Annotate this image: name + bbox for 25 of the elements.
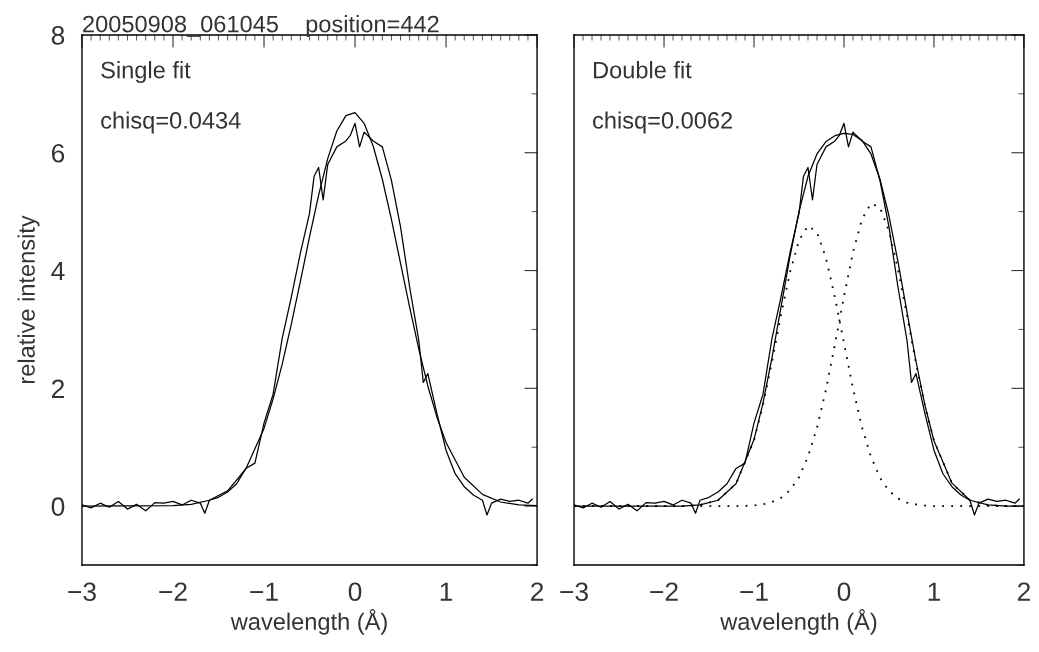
x-tick-label: −3 <box>68 582 96 602</box>
y-tick-label: 0 <box>51 497 65 516</box>
annotation: chisq=0.0062 <box>593 111 732 134</box>
x-tick-label: 0 <box>348 582 362 602</box>
annotation: Single fit <box>101 61 191 84</box>
x-tick-label: 2 <box>1017 582 1030 601</box>
x-tick-label: −2 <box>159 582 187 601</box>
y-tick-label: 4 <box>51 261 65 281</box>
x-tick-label: 2 <box>531 582 544 601</box>
x-tick-label: 0 <box>837 582 851 602</box>
y-axis-title: relative intensity <box>17 215 40 384</box>
y-tick-label: 6 <box>51 143 65 163</box>
y-tick-label: 2 <box>51 379 64 398</box>
x-tick-label: 1 <box>440 582 453 601</box>
annotation: Double fit <box>593 61 692 79</box>
x-axis-title: wavelength (Å) <box>720 609 877 635</box>
x-tick-label: −1 <box>740 582 768 601</box>
chart-title: 20050908_061045 position=442 <box>83 15 439 38</box>
x-tick-label: −1 <box>250 582 278 601</box>
x-tick-label: −3 <box>560 582 588 602</box>
y-tick-label: 8 <box>51 26 65 45</box>
x-tick-label: 1 <box>928 582 941 601</box>
annotation: chisq=0.0434 <box>101 111 241 134</box>
x-tick-label: −2 <box>650 582 678 601</box>
x-axis-title: wavelength (Å) <box>230 609 387 635</box>
